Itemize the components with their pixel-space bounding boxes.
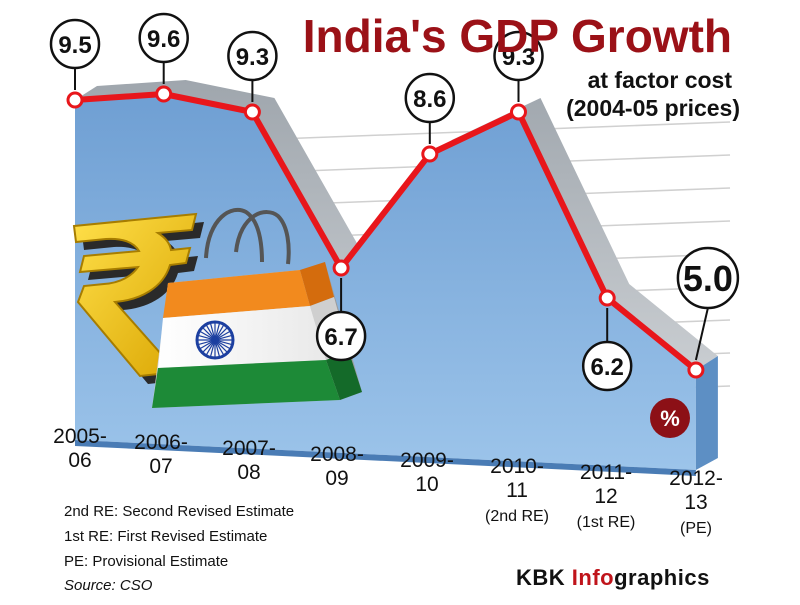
x-tick-label-line: 2006- <box>134 431 188 454</box>
area-top-face <box>75 80 718 370</box>
x-tick-label: 2012-13 (PE) <box>669 467 723 537</box>
data-point <box>510 103 527 121</box>
data-label: 6.7 <box>324 324 357 351</box>
data-label: 5.0 <box>683 258 733 299</box>
data-label-callout: 6.2 <box>581 308 633 392</box>
x-tick-label-line: 13 <box>684 491 707 514</box>
x-tick-label-line: 2008- <box>310 443 364 466</box>
x-tick-label-line: (2nd RE) <box>485 508 549 525</box>
callout-circle <box>227 30 278 82</box>
chakra-spoke <box>198 335 232 345</box>
percent-badge-label: % <box>660 406 680 431</box>
data-point <box>243 103 261 121</box>
area-floor <box>75 440 696 476</box>
credit-part3: graphics <box>614 565 710 590</box>
x-tick-label: 2006-07 <box>134 431 188 478</box>
x-tick-label-line: 11 <box>506 479 528 502</box>
x-tick-label-line: 07 <box>149 455 172 478</box>
x-tick-label-line: (PE) <box>680 520 712 537</box>
x-tick-label: 2011-12 (1st RE) <box>577 461 636 531</box>
data-label: 9.3 <box>236 44 269 71</box>
chart-subtitle-line1: at factor cost <box>588 67 733 93</box>
data-label-callout: 9.5 <box>49 18 101 90</box>
x-tick-label-line: 2011- <box>580 461 632 484</box>
x-tick-label: 2005-06 <box>53 425 107 472</box>
data-label: 9.3 <box>502 44 535 71</box>
callout-circle <box>676 246 740 310</box>
callout-circle <box>138 12 189 64</box>
data-label: 9.6 <box>147 26 180 53</box>
callout-circle <box>404 72 456 124</box>
data-label-callout: 9.3 <box>493 30 544 102</box>
x-tick-label-line: 2005- <box>53 425 107 448</box>
data-label-layer: 9.5 9.6 9.3 6.7 8.6 9.3 6.2 5.0 <box>49 12 740 392</box>
callout-circle <box>315 310 367 362</box>
chart-subtitle-line2: (2004-05 prices) <box>566 95 740 121</box>
series-line-layer <box>66 85 705 379</box>
chart-title: India's GDP Growth <box>303 10 732 62</box>
data-label: 6.2 <box>591 354 624 381</box>
x-tick-label: 2010-11 (2nd RE) <box>485 455 549 525</box>
callout-circle <box>49 18 101 70</box>
data-point <box>155 85 173 103</box>
callout-circle <box>493 30 544 82</box>
gdp-series-line <box>74 91 698 373</box>
x-tick-label-line: 09 <box>325 467 348 490</box>
data-point <box>687 361 705 379</box>
data-label-callout: 6.7 <box>315 278 367 362</box>
data-label-callout: 8.6 <box>404 72 456 144</box>
publisher-credit: KBK Infographics <box>516 565 710 591</box>
x-tick-label-line: 2009- <box>400 449 454 472</box>
data-point <box>66 91 84 109</box>
x-tick-label: 2009-10 <box>400 449 454 496</box>
percent-badge: % <box>650 398 690 438</box>
note-2nd-re: 2nd RE: Second Revised Estimate <box>64 503 295 520</box>
credit-part2: Info <box>571 565 615 590</box>
data-label: 9.5 <box>58 32 91 59</box>
x-tick-label-line: 2007- <box>222 437 276 460</box>
data-label-callout: 9.3 <box>227 30 278 102</box>
area-side-face <box>695 356 718 470</box>
data-label-callout: 5.0 <box>676 246 740 361</box>
data-point <box>598 289 616 307</box>
note-1st-re: 1st RE: First Revised Estimate <box>64 528 268 545</box>
x-tick-label-line: 12 <box>594 485 617 508</box>
credit-part1: KBK <box>516 565 572 590</box>
data-point <box>332 259 350 277</box>
data-point <box>421 145 439 163</box>
x-tick-label-line: 10 <box>415 473 438 496</box>
data-label-callout: 9.6 <box>138 12 189 84</box>
callout-circle <box>581 340 633 392</box>
x-tick-label-line: 06 <box>68 449 91 472</box>
callout-pointer <box>694 307 709 361</box>
x-tick-label-line: (1st RE) <box>577 514 636 531</box>
x-tick-label: 2007-08 <box>222 437 276 484</box>
x-tick-label-line: 2010- <box>490 455 544 478</box>
x-tick-label-line: 2012- <box>669 467 723 490</box>
note-pe: PE: Provisional Estimate <box>64 553 229 570</box>
x-tick-label: 2008-09 <box>310 443 364 490</box>
data-label: 8.6 <box>413 86 446 113</box>
x-tick-label-line: 08 <box>237 461 260 484</box>
source-note: Source: CSO <box>64 577 153 594</box>
x-axis-tick-labels: 2005-06 2006-07 2007-08 2008-09 2009-10 2010-… <box>53 425 723 537</box>
